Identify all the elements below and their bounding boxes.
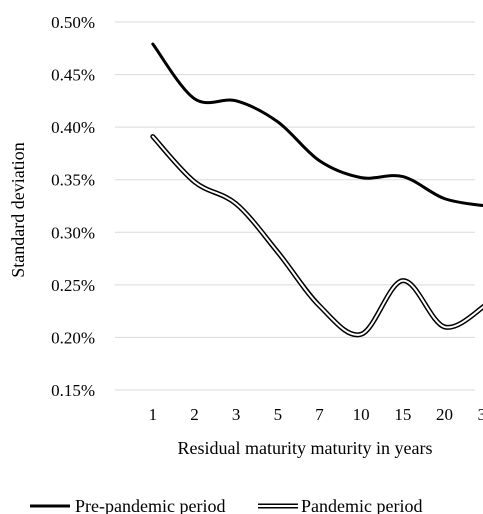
- x-axis-title: Residual maturity maturity in years: [178, 438, 433, 458]
- x-tick-label: 3: [232, 405, 241, 424]
- y-axis-ticks: 0.15% 0.20% 0.25% 0.30% 0.35% 0.40% 0.45% 0.50%: [51, 13, 95, 400]
- x-axis-ticks: 1 2 3 5 7 10 15 20 30: [149, 405, 483, 424]
- y-tick-label: 0.30%: [51, 223, 95, 242]
- y-tick-label: 0.40%: [51, 118, 95, 137]
- series-lines: [150, 42, 483, 338]
- x-tick-label: 1: [149, 405, 158, 424]
- series-pandemic-line: [150, 134, 483, 338]
- legend-label: Pre-pandemic period: [75, 496, 225, 514]
- legend-label: Pandemic period: [301, 496, 422, 514]
- x-tick-label: 15: [394, 405, 411, 424]
- y-tick-label: 0.20%: [51, 328, 95, 347]
- y-tick-label: 0.25%: [51, 276, 95, 295]
- y-tick-label: 0.50%: [51, 13, 95, 32]
- x-tick-label: 30: [478, 405, 483, 424]
- y-tick-label: 0.35%: [51, 171, 95, 190]
- legend-item: Pandemic period: [258, 496, 422, 514]
- series-pre-pandemic-line: [151, 42, 483, 208]
- x-tick-label: 2: [190, 405, 199, 424]
- x-tick-label: 5: [274, 405, 283, 424]
- x-tick-label: 7: [315, 405, 324, 424]
- x-tick-label: 20: [436, 405, 453, 424]
- legend: Pre-pandemic period Pandemic period: [30, 496, 422, 514]
- y-tick-label: 0.15%: [51, 381, 95, 400]
- y-tick-label: 0.45%: [51, 66, 95, 85]
- legend-item: Pre-pandemic period: [30, 496, 225, 514]
- y-axis-title: Standard deviation: [8, 142, 28, 277]
- x-tick-label: 10: [353, 405, 370, 424]
